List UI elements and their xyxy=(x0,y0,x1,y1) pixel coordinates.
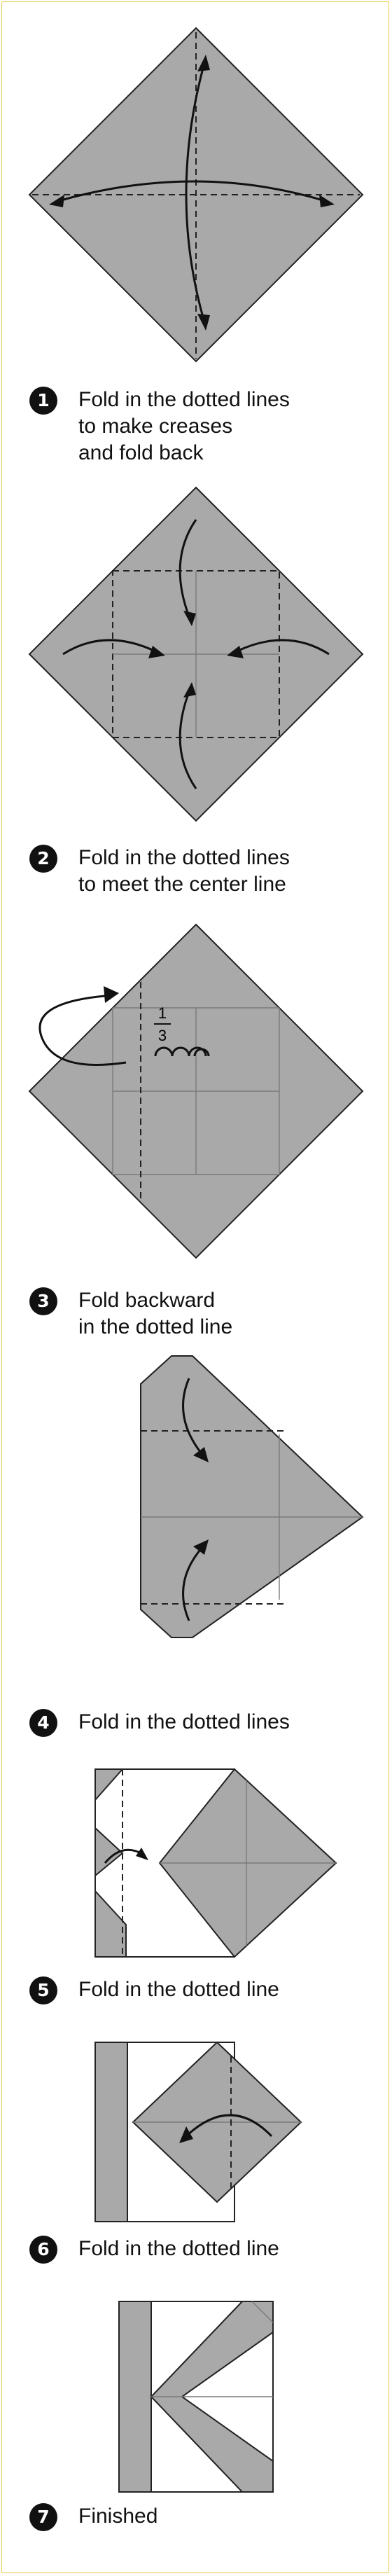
step-instruction: Fold in the dotted lines xyxy=(78,1710,290,1733)
fraction-numerator: 1 xyxy=(158,1004,167,1022)
step-instruction: Fold backward in the dotted line xyxy=(78,1289,233,1338)
step-instruction: Fold in the dotted line xyxy=(78,2237,279,2260)
step-1: 1 Fold in the dotted lines to make creas… xyxy=(29,387,379,466)
diagram-step-2: 1 3 xyxy=(28,923,364,1259)
step-6: 6 Fold in the dotted line xyxy=(29,2236,379,2264)
step-5: 5 Fold in the dotted line xyxy=(29,1976,379,2004)
diagram-step-5 xyxy=(94,2041,302,2222)
step-number-badge: 5 xyxy=(29,1976,57,2004)
step-2: 2 Fold in the dotted lines to meet the c… xyxy=(29,845,379,898)
step-number-badge: 2 xyxy=(29,845,57,873)
fraction-denominator: 3 xyxy=(158,1027,167,1044)
step-4: 4 Fold in the dotted lines xyxy=(29,1709,379,1737)
diagram-finished-k xyxy=(118,2301,274,2493)
step-number-badge: 4 xyxy=(29,1709,57,1737)
step-instruction: Finished xyxy=(78,2505,158,2528)
step-number-badge: 6 xyxy=(29,2236,57,2264)
step-instruction: Fold in the dotted lines to make creases… xyxy=(78,388,290,464)
step-7: 7 Finished xyxy=(29,2503,379,2531)
diagram-initial-square xyxy=(28,27,364,363)
step-number-badge: 1 xyxy=(29,387,57,415)
step-number-badge: 3 xyxy=(29,1287,57,1315)
diagram-step-1 xyxy=(28,486,364,822)
step-instruction: Fold in the dotted line xyxy=(78,1978,279,2001)
diagram-step-4 xyxy=(94,1768,337,1958)
step-instruction: Fold in the dotted lines to meet the cen… xyxy=(78,846,290,896)
diagram-step-3 xyxy=(140,1355,364,1638)
step-3: 3 Fold backward in the dotted line xyxy=(29,1287,379,1341)
step-number-badge: 7 xyxy=(29,2503,57,2531)
